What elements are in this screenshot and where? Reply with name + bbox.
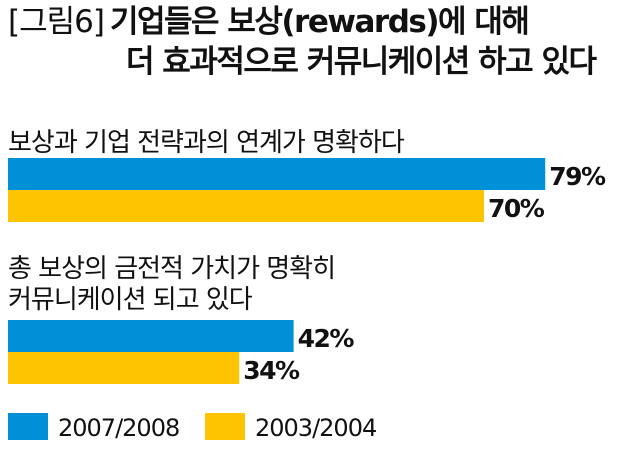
bar-value-label: 42% bbox=[298, 324, 355, 353]
legend-label: 2003/2004 bbox=[255, 414, 376, 442]
bar-series-2007-2008 bbox=[8, 158, 546, 190]
category-label: 커뮤니케이션 되고 있다 bbox=[8, 285, 253, 315]
legend-label: 2007/2008 bbox=[58, 414, 179, 442]
bar-value-label: 34% bbox=[243, 356, 300, 385]
bar-series-2007-2008 bbox=[8, 320, 294, 352]
category-label: 총 보상의 금전적 가치가 명확히 bbox=[8, 254, 335, 284]
bar-series-2003-2004 bbox=[8, 190, 484, 222]
title-line-1: [그림6] 기업들은 보상(rewards)에 대해 bbox=[8, 2, 636, 42]
title-text-1: 기업들은 보상(rewards)에 대해 bbox=[109, 4, 530, 40]
bar-value-label: 79% bbox=[549, 162, 606, 191]
title-line-2: 더 효과적으로 커뮤니케이션 하고 있다 bbox=[126, 44, 597, 80]
chart-title: [그림6] 기업들은 보상(rewards)에 대해 더 효과적으로 커뮤니케이션… bbox=[8, 2, 636, 82]
category-label: 보상과 기업 전략과의 연계가 명확하다 bbox=[8, 128, 405, 158]
bar-series-2003-2004 bbox=[8, 352, 240, 384]
figure-label: [그림6] bbox=[8, 4, 105, 40]
legend-swatch bbox=[8, 413, 48, 440]
legend-swatch bbox=[205, 413, 245, 440]
bar-value-label: 70% bbox=[488, 194, 545, 223]
